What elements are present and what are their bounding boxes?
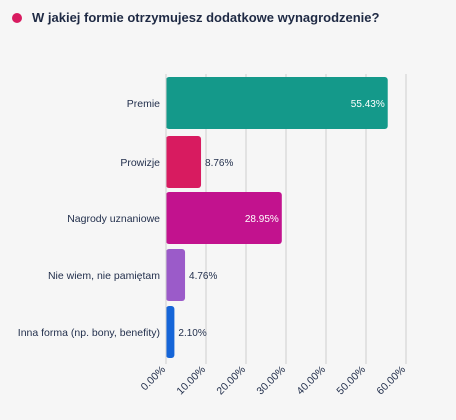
bar bbox=[166, 192, 282, 244]
bar bbox=[166, 306, 175, 358]
x-tick-label: 60.00% bbox=[374, 364, 408, 398]
bar bbox=[166, 77, 388, 129]
category-label: Inna forma (np. bony, benefity) bbox=[18, 327, 160, 339]
category-label: Prowizje bbox=[120, 157, 160, 169]
x-tick-label: 10.00% bbox=[174, 364, 208, 398]
bar bbox=[166, 136, 202, 188]
category-label: Nagrody uznaniowe bbox=[67, 213, 160, 225]
bullet-dot-icon bbox=[12, 12, 22, 23]
chart-header: W jakiej formie otrzymujesz dodatkowe wy… bbox=[12, 10, 379, 25]
bar bbox=[166, 249, 186, 301]
x-tick-label: 0.00% bbox=[139, 364, 169, 394]
data-label: 8.76% bbox=[205, 158, 233, 169]
chart-title: W jakiej formie otrzymujesz dodatkowe wy… bbox=[32, 10, 380, 25]
x-tick-label: 30.00% bbox=[254, 364, 288, 398]
x-tick-label: 20.00% bbox=[214, 364, 248, 398]
data-label: 55.43% bbox=[351, 99, 385, 110]
x-tick-label: 40.00% bbox=[294, 364, 328, 398]
data-label: 28.95% bbox=[245, 214, 279, 225]
data-label: 2.10% bbox=[178, 328, 206, 339]
category-label: Nie wiem, nie pamiętam bbox=[48, 270, 160, 282]
category-label: Premie bbox=[127, 98, 160, 110]
x-tick-label: 50.00% bbox=[334, 364, 368, 398]
data-label: 4.76% bbox=[189, 271, 217, 282]
